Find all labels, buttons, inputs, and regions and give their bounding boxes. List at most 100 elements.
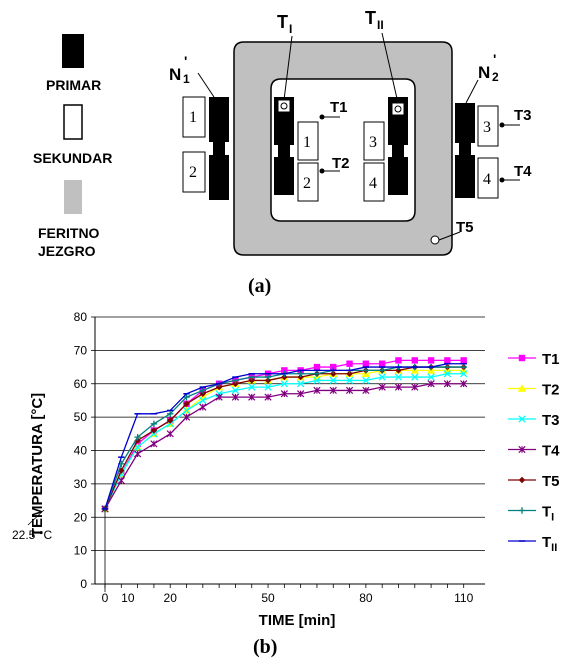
tii-subscript: II (377, 18, 384, 32)
point-TI-25 (183, 393, 190, 401)
point-T5-40 (232, 380, 239, 387)
point-TI-40 (232, 377, 239, 384)
point-T5-30 (199, 390, 207, 397)
point-T4-5 (117, 476, 125, 485)
diagram-caption: (a) (248, 275, 271, 297)
point-TI-65 (313, 370, 321, 377)
point-TI-10 (134, 433, 141, 441)
transformer-diagram: PRIMAR SEKUNDAR FERITNO JEZGRO 1 2 N ' 1 (33, 8, 532, 297)
point-T4-55 (280, 390, 288, 398)
right-box-3-number: 3 (483, 119, 491, 136)
ti-label: T (277, 12, 288, 32)
point-T3-25 (182, 406, 191, 415)
series-TI (101, 363, 467, 513)
n1-prime: ' (184, 53, 187, 69)
point-T1-75 (346, 360, 353, 367)
series-line-TII (104, 363, 464, 510)
point-T5-25 (183, 400, 190, 407)
y-tick-label-20: 20 (74, 510, 88, 524)
chart-legend: T1 T2 T3 T4 T5 TI TII (508, 351, 560, 554)
series-T5 (101, 363, 467, 513)
x-tick-label-80: 80 (359, 591, 373, 605)
point-T4-35 (215, 393, 223, 401)
point-T4-80 (362, 386, 370, 395)
series-line-T5 (104, 366, 464, 510)
legend-marker-T2 (517, 384, 527, 392)
ti-subscript: I (289, 22, 292, 36)
legend-label-TI: TI (542, 504, 554, 524)
point-T4-10 (133, 450, 142, 458)
point-T1-80 (362, 360, 370, 367)
x-axis-label: TIME [min] (259, 612, 336, 629)
y-tick-label-40: 40 (74, 444, 88, 458)
legend-marker-T4 (518, 445, 526, 454)
point-TI-20 (167, 410, 174, 417)
series-T4 (101, 380, 468, 513)
legend-marker-T5 (518, 476, 526, 484)
legend-label-T4: T4 (542, 443, 560, 460)
point-T4-60 (297, 390, 305, 398)
right-secondary-box-3 (477, 105, 499, 147)
point-T3-30 (199, 396, 207, 405)
left-box-2-number: 2 (189, 164, 197, 181)
inner-secondary-box-1 (297, 121, 319, 161)
chart-x-tick-labels: 0 10 20 50 80 110 (102, 591, 474, 605)
point-T3-85 (378, 373, 386, 381)
point-T1-110 (460, 357, 467, 364)
point-T4-25 (182, 413, 191, 421)
point-T4-70 (329, 386, 337, 395)
point-T3-110 (460, 370, 468, 378)
point-T4-15 (150, 440, 158, 448)
point-T4-45 (248, 393, 256, 401)
t4-label: T4 (514, 163, 532, 180)
legend-marker-T3 (518, 415, 526, 423)
point-T5-70 (330, 370, 337, 377)
point-T1-100 (427, 357, 435, 364)
point-TI-110 (460, 363, 467, 371)
point-T1-55 (281, 367, 288, 374)
legend-primary-swatch (62, 34, 84, 68)
t1-label: T1 (330, 99, 348, 116)
left-primary-winding (209, 97, 229, 200)
point-T3-80 (362, 376, 370, 385)
legend-secondary-swatch (63, 104, 83, 140)
series-line-T1 (104, 359, 464, 510)
point-T3-50 (264, 383, 272, 391)
point-T4-95 (411, 383, 419, 391)
x-tick-label-10: 10 (121, 591, 135, 605)
point-T4-50 (264, 393, 272, 401)
inner-box-4-number: 4 (369, 175, 377, 192)
y-tick-label-10: 10 (74, 544, 88, 558)
legend-secondary-label: SEKUNDAR (33, 150, 112, 166)
point-T5-50 (264, 377, 272, 384)
point-TI-80 (362, 367, 370, 374)
legend-item-TII: TII (508, 534, 557, 554)
legend-label-T1: T1 (542, 351, 560, 368)
point-TI-60 (297, 370, 304, 377)
n2-label: N (478, 63, 490, 82)
point-T4-65 (313, 386, 321, 395)
legend-item-TI: TI (508, 504, 554, 524)
y-axis-label: TEMPERATURA [°C] (29, 393, 46, 537)
right-box-4-number: 4 (483, 171, 491, 188)
chart-series (100, 357, 468, 513)
t5-leader (438, 231, 461, 241)
legend-marker-T1 (518, 354, 526, 362)
point-T1-65 (313, 363, 321, 371)
point-T3-75 (345, 376, 354, 385)
legend-label-T3: T3 (542, 412, 560, 429)
point-T1-90 (395, 357, 402, 364)
point-T1-95 (411, 357, 418, 364)
point-T3-55 (280, 380, 289, 388)
n1-label: N (169, 65, 181, 84)
point-T3-45 (248, 383, 256, 391)
x-tick-label-20: 20 (164, 591, 178, 605)
sensor-t5-point (430, 235, 440, 245)
n2-subscript: 2 (492, 70, 499, 84)
sensor-ti-dot (280, 102, 288, 110)
point-T3-60 (296, 380, 305, 388)
point-TI-85 (378, 367, 386, 374)
point-T3-105 (443, 370, 452, 378)
